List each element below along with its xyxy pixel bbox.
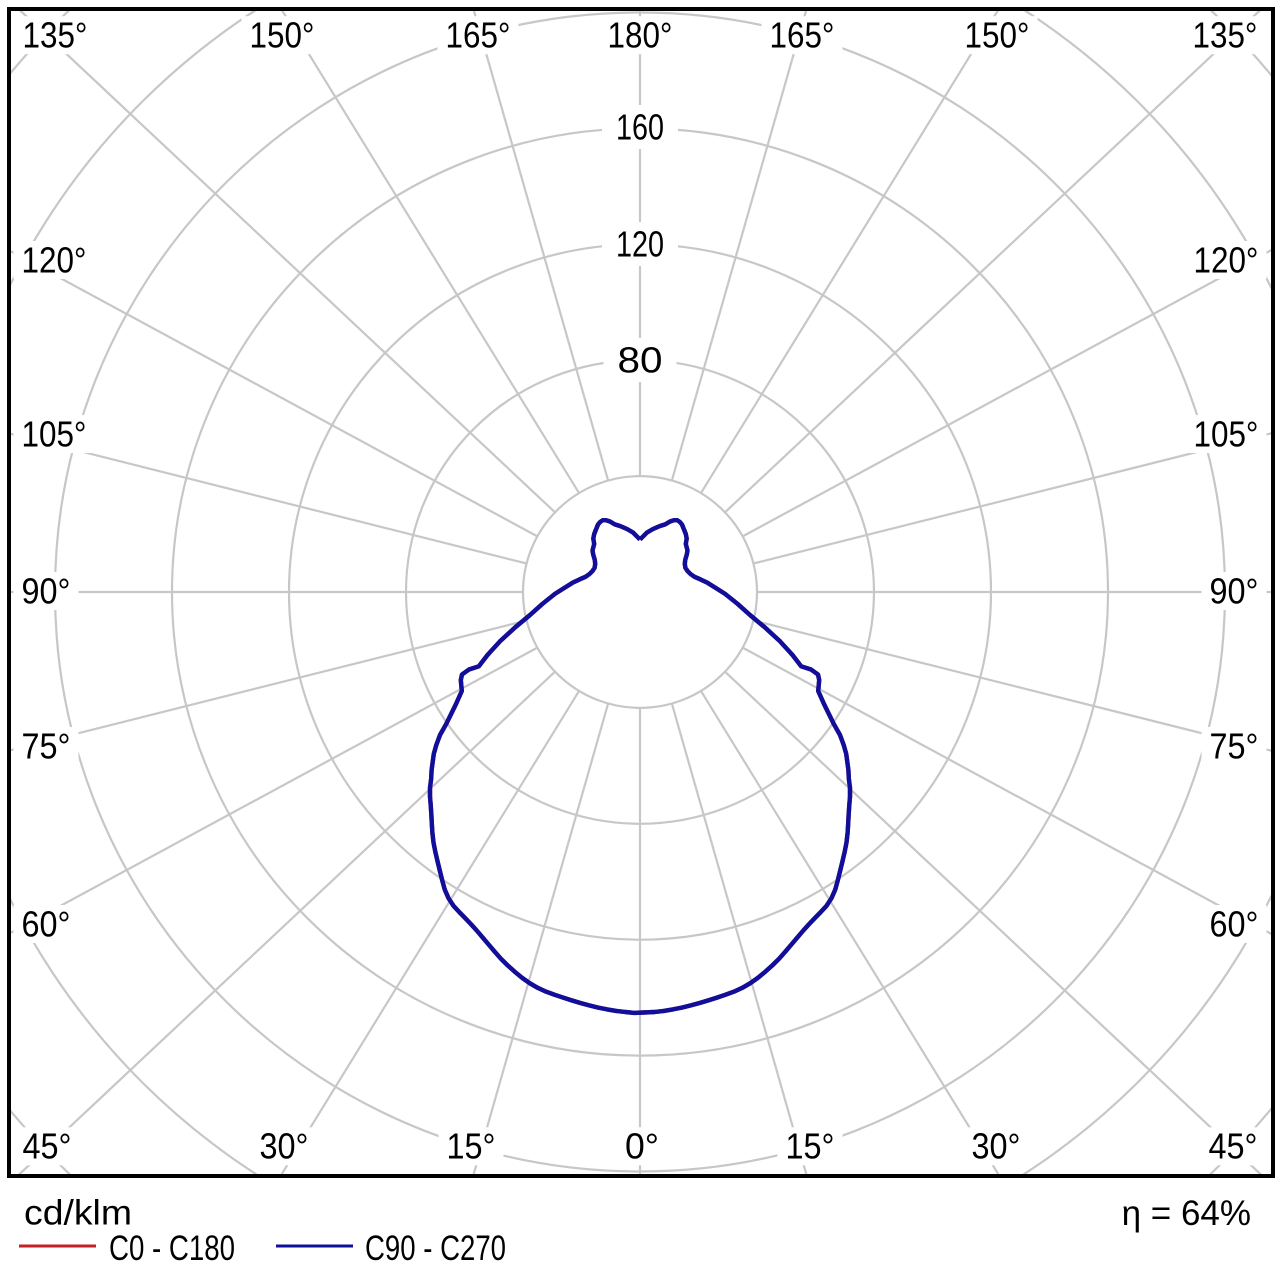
- svg-text:45°: 45°: [23, 1126, 72, 1167]
- svg-text:60°: 60°: [1210, 903, 1259, 944]
- svg-text:90°: 90°: [22, 570, 71, 611]
- svg-text:165°: 165°: [446, 15, 511, 56]
- svg-text:0°: 0°: [625, 1126, 659, 1167]
- svg-text:80: 80: [618, 339, 663, 380]
- svg-text:160: 160: [616, 106, 664, 147]
- svg-text:η = 64%: η = 64%: [1122, 1194, 1251, 1233]
- svg-text:30°: 30°: [260, 1126, 309, 1167]
- svg-text:105°: 105°: [1194, 413, 1259, 454]
- svg-text:180°: 180°: [608, 15, 673, 56]
- svg-text:C0 - C180: C0 - C180: [109, 1229, 235, 1268]
- svg-text:120: 120: [616, 223, 664, 264]
- svg-text:75°: 75°: [1210, 725, 1259, 766]
- svg-text:105°: 105°: [22, 413, 87, 454]
- svg-text:135°: 135°: [23, 15, 88, 56]
- svg-text:75°: 75°: [22, 725, 71, 766]
- svg-text:15°: 15°: [447, 1126, 496, 1167]
- svg-text:30°: 30°: [972, 1126, 1021, 1167]
- svg-text:60°: 60°: [22, 903, 71, 944]
- svg-text:150°: 150°: [250, 15, 315, 56]
- svg-text:150°: 150°: [965, 15, 1030, 56]
- svg-text:165°: 165°: [770, 15, 835, 56]
- svg-text:120°: 120°: [1194, 239, 1259, 280]
- svg-text:45°: 45°: [1209, 1126, 1258, 1167]
- svg-text:C90 - C270: C90 - C270: [365, 1229, 506, 1268]
- svg-text:135°: 135°: [1193, 15, 1258, 56]
- svg-text:120°: 120°: [22, 239, 87, 280]
- svg-text:cd/klm: cd/klm: [24, 1194, 132, 1233]
- svg-text:15°: 15°: [786, 1126, 835, 1167]
- svg-text:90°: 90°: [1210, 570, 1259, 611]
